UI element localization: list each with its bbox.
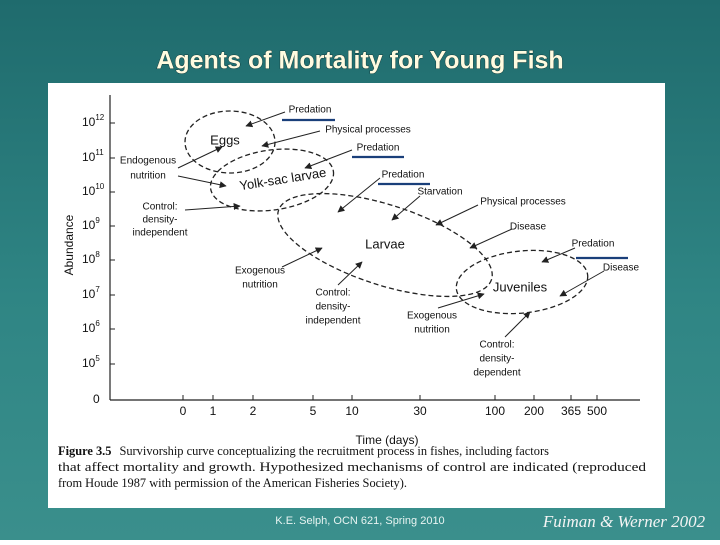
x-tick-label: 5	[310, 404, 317, 418]
agent-label: Starvation	[417, 187, 462, 198]
x-ticks: 0 1 2 5 10 30 100 200 365 500	[180, 395, 607, 418]
tick-exp: 10	[95, 182, 104, 191]
caption-line: Figure 3.5 Survivorship curve conceptuali…	[58, 444, 549, 458]
footer: K.E. Selph, OCN 621, Spring 2010	[275, 515, 444, 527]
agent-label: dependent	[473, 368, 520, 379]
yolk-sac-ellipse	[209, 148, 335, 212]
arrow	[337, 177, 381, 213]
agent-label: Control:	[142, 202, 177, 213]
agent-label: Control:	[479, 340, 514, 351]
arrow	[559, 270, 605, 297]
juveniles-ellipse	[455, 249, 589, 315]
agent-label: nutrition	[130, 171, 166, 182]
agent-label: independent	[132, 228, 187, 239]
agent-label: density-	[479, 354, 514, 365]
tick-base: 10	[82, 252, 96, 266]
x-tick-label: 200	[524, 404, 544, 418]
arrow	[469, 228, 513, 249]
arrow	[261, 130, 321, 148]
agent-label: Endogenous	[120, 156, 176, 167]
agent-label: nutrition	[414, 325, 450, 336]
agent-label: Disease	[603, 263, 640, 274]
tick-exp: 9	[95, 216, 100, 225]
arrow	[245, 111, 286, 128]
x-tick-label: 100	[485, 404, 505, 418]
agent-label: independent	[305, 316, 360, 327]
caption-line: that affect mortality and growth. Hypoth…	[58, 460, 647, 474]
tick-exp: 11	[95, 148, 104, 157]
tick-exp: 12	[95, 113, 104, 122]
caption-line: from Houde 1987 with permission of the A…	[58, 476, 407, 490]
agent-label: nutrition	[242, 280, 278, 291]
stage-label: Eggs	[210, 132, 240, 147]
arrow	[177, 175, 227, 189]
y-tick-label: 0	[93, 392, 100, 406]
stage-label: Juveniles	[493, 279, 548, 294]
x-tick-label: 1	[210, 404, 217, 418]
y-tick-label: 106	[82, 319, 100, 335]
agent-label: Disease	[510, 222, 547, 233]
arrows	[177, 111, 605, 338]
x-tick-label: 0	[180, 404, 187, 418]
arrow	[504, 311, 531, 338]
tick-base: 10	[82, 287, 96, 301]
y-tick-label: 1012	[82, 113, 105, 129]
slide-title: Agents of Mortality for Young Fish	[156, 47, 563, 75]
arrow	[337, 261, 363, 286]
x-axis-label: Time (days)	[356, 433, 419, 447]
credit: Fuiman & Werner 2002	[542, 512, 706, 531]
arrow	[437, 292, 485, 309]
arrow	[304, 149, 353, 170]
y-tick-label: 105	[82, 354, 100, 370]
tick-exp: 7	[95, 285, 100, 294]
tick-base: 10	[82, 115, 96, 129]
arrow	[541, 247, 576, 263]
agent-label: Physical processes	[480, 197, 566, 208]
arrow	[184, 202, 241, 211]
agent-label: Exogenous	[407, 311, 457, 322]
y-tick-label: 1010	[82, 182, 105, 198]
caption-label: Figure 3.5	[58, 444, 111, 458]
tick-exp: 8	[95, 250, 100, 259]
tick-base: 10	[82, 218, 96, 232]
agent-label: density-	[142, 215, 177, 226]
x-tick-label: 10	[345, 404, 359, 418]
arrow	[435, 204, 479, 226]
arrow	[391, 195, 421, 221]
caption-text: Survivorship curve conceptualizing the r…	[119, 444, 549, 458]
x-tick-label: 2	[250, 404, 257, 418]
x-tick-label: 365	[561, 404, 581, 418]
tick-base: 10	[82, 184, 96, 198]
tick-base: 10	[82, 150, 96, 164]
agent-label: Exogenous	[235, 266, 285, 277]
arrow	[177, 146, 223, 169]
agent-label: Predation	[572, 239, 615, 250]
stage-label: Larvae	[365, 236, 405, 251]
y-tick-label: 1011	[82, 148, 104, 164]
tick-base: 0	[93, 392, 100, 406]
agent-label: Predation	[289, 105, 332, 116]
x-tick-label: 500	[587, 404, 607, 418]
eggs-ellipse	[184, 110, 276, 174]
y-tick-label: 108	[82, 250, 100, 266]
agent-label: Predation	[382, 170, 425, 181]
agent-label: Control:	[315, 288, 350, 299]
y-tick-label: 107	[82, 285, 100, 301]
tick-base: 10	[82, 321, 96, 335]
larvae-ellipse	[277, 192, 493, 298]
tick-exp: 5	[95, 354, 100, 363]
tick-exp: 6	[95, 319, 100, 328]
y-tick-label: 109	[82, 216, 100, 232]
tick-base: 10	[82, 356, 96, 370]
arrow	[281, 247, 323, 268]
x-tick-label: 30	[413, 404, 427, 418]
y-axis-label: Abundance	[62, 214, 76, 275]
agent-label: Physical processes	[325, 125, 411, 136]
agent-label: Predation	[357, 143, 400, 154]
agent-label: density-	[315, 302, 350, 313]
